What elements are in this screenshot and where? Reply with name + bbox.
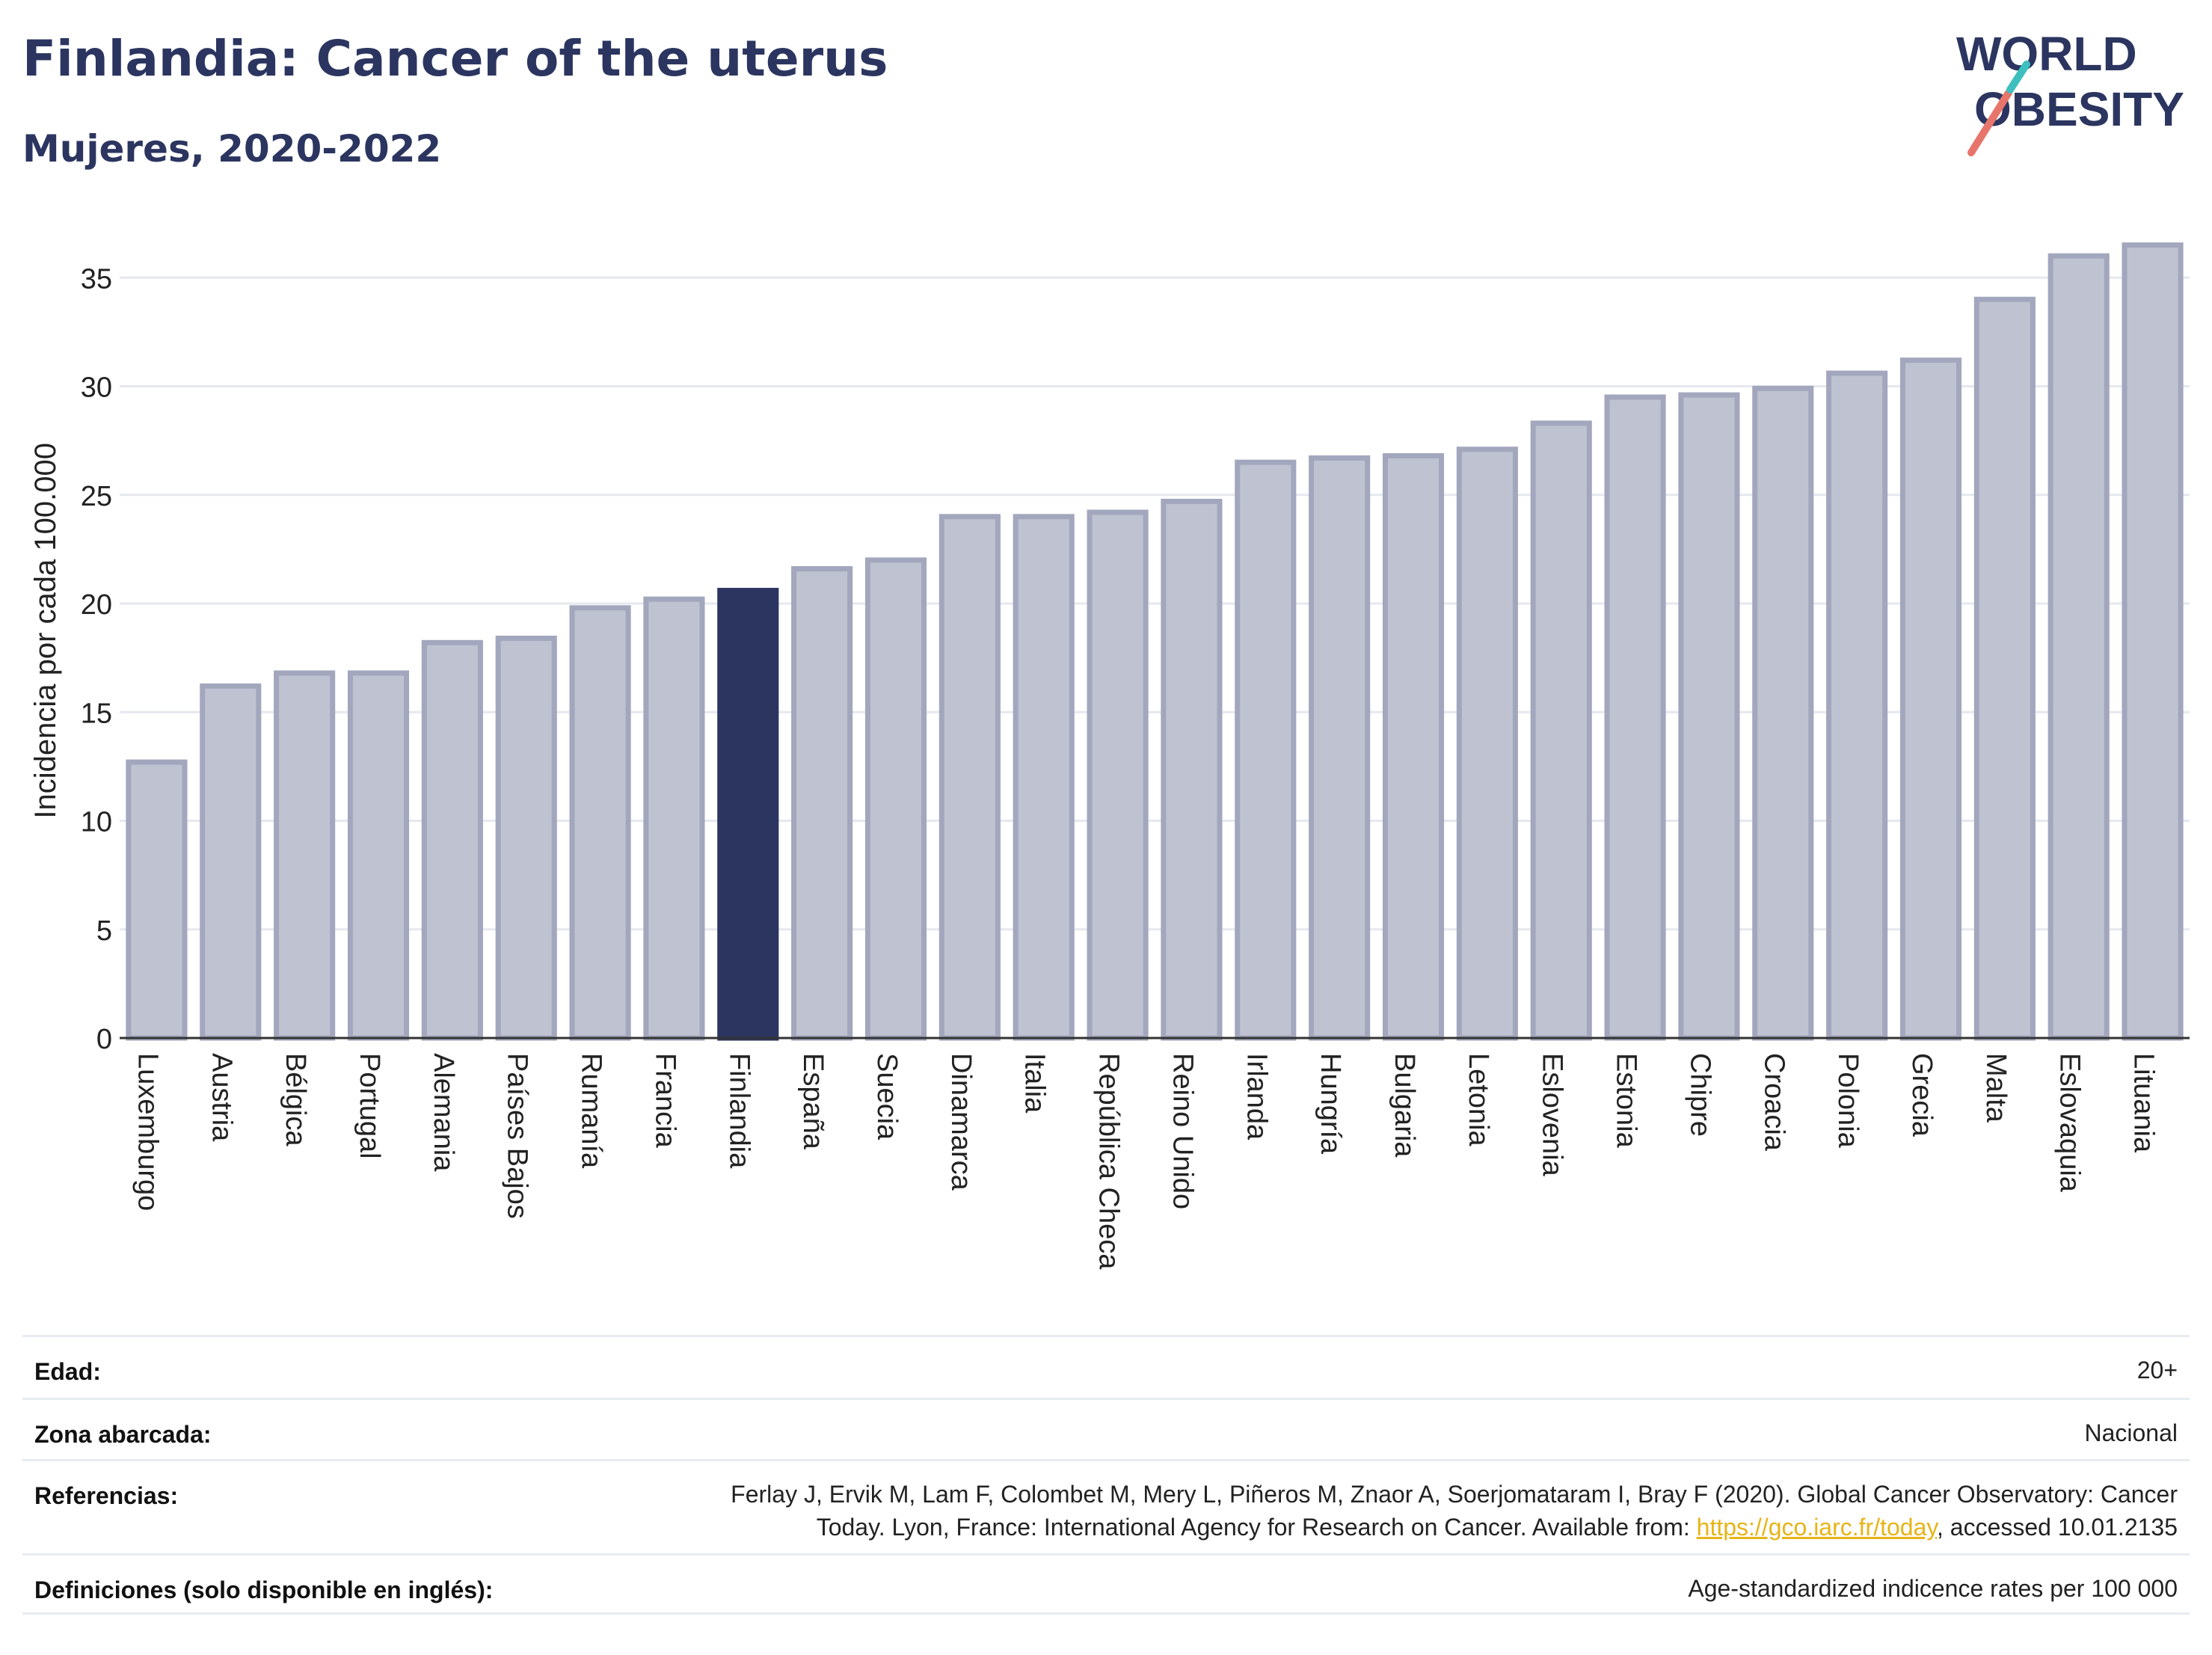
x-tick-label: Grecia [1906,1053,1938,1137]
logo-slash-coral [1967,89,2012,156]
metadata-table: Edad: 20+ Zona abarcada: Nacional Refere… [22,1335,2190,1615]
x-tick-label: Bulgaria [1389,1053,1420,1158]
x-tick-label: Polonia [1832,1053,1864,1149]
referencias-value: Ferlay J, Ervik M, Lam F, Colombet M, Me… [731,1461,2178,1544]
bar-chart: 0 5 10 15 20 25 30 35 Luxemburgo Austria Bélgica P… [29,242,2190,1270]
x-tick-label: Letonia [1463,1053,1494,1147]
x-tick-label: Chipre [1684,1053,1715,1137]
x-tick-labels: Luxemburgo Austria Bélgica Portugal Alemania… [132,1053,2159,1270]
x-tick-label: Portugal [354,1053,385,1159]
bar-eslovaquia [2047,253,2110,1041]
bar-grecia [1899,357,1962,1041]
y-tick-label: 10 [81,807,112,838]
x-tick-label: Suecia [871,1053,903,1140]
y-tick-label: 20 [81,589,112,621]
x-tick-label: Austria [206,1053,237,1142]
y-tick-label: 35 [81,263,112,295]
world-obesity-logo: WORLD OBESITY [1956,27,2184,156]
x-tick-label: Italia [1019,1053,1051,1114]
x-tick-label: Irlanda [1241,1053,1272,1140]
x-tick-label: Hungría [1315,1053,1346,1155]
meta-row-referencias: Referencias: Ferlay J, Ervik M, Lam F, C… [22,1459,2190,1553]
referencias-link[interactable]: https://gco.iarc.fr/today [1696,1514,1937,1541]
x-tick-label: Bélgica [280,1053,311,1146]
definiciones-value: Age-standardized indicence rates per 100… [1688,1575,2178,1602]
bar-italia [1013,514,1075,1041]
edad-value: 20+ [2136,1357,2178,1384]
bar-portugal [347,670,410,1041]
bar-eslovenia [1530,420,1592,1041]
logo-slash-teal [2006,61,2030,93]
zona-label: Zona abarcada: [34,1421,212,1448]
bar-reino-unido [1161,498,1223,1041]
y-tick-label: 5 [96,915,112,947]
bar-irlanda [1235,459,1297,1041]
x-tick-label: España [797,1053,829,1150]
x-tick-label: Eslovaquia [2054,1053,2086,1193]
bar-república-checa [1087,509,1149,1041]
y-tick-label: 0 [96,1024,112,1055]
zona-value: Nacional [2084,1419,2178,1446]
meta-row-zona: Zona abarcada: Nacional [22,1398,2190,1459]
x-tick-label: Finlandia [723,1053,755,1169]
x-tick-label: República Checa [1093,1053,1125,1270]
x-tick-label: Reino Unido [1167,1053,1198,1209]
referencias-line1: Ferlay J, Ervik M, Lam F, Colombet M, Me… [731,1481,2178,1508]
bar-lituania [2122,242,2184,1041]
bar-finlandia [717,588,779,1041]
x-tick-label: Estonia [1611,1053,1642,1149]
bar-países-bajos [495,635,557,1041]
x-tick-label: Alemania [428,1053,459,1172]
bar-luxemburgo [126,759,188,1041]
logo-line1: WORLD [1956,27,2137,81]
bar-austria [200,683,262,1041]
meta-row-definiciones: Definiciones (solo disponible en inglés)… [22,1553,2190,1615]
y-axis-title: Incidencia por cada 100.000 [29,443,62,819]
bar-letonia [1456,446,1518,1041]
referencias-line2-text: Today. Lyon, France: International Agenc… [816,1514,1697,1541]
referencias-label: Referencias: [34,1482,179,1509]
bar-españa [791,566,853,1041]
meta-row-edad: Edad: 20+ [22,1335,2190,1398]
x-tick-label: Eslovenia [1537,1053,1568,1177]
x-tick-label: Francia [649,1053,681,1149]
y-tick-label: 30 [81,372,112,404]
x-tick-label: Lituania [2128,1053,2160,1153]
x-tick-label: Luxemburgo [132,1053,163,1211]
bar-suecia [864,557,927,1041]
page-title: Finlandia: Cancer of the uterus [22,30,888,87]
x-tick-label: Dinamarca [945,1053,977,1191]
y-tick-labels: 0 5 10 15 20 25 30 35 [81,263,112,1055]
bar-polonia [1826,370,1888,1041]
y-tick-label: 15 [81,698,112,729]
edad-label: Edad: [34,1358,101,1385]
definiciones-label: Definiciones (solo disponible en inglés)… [34,1576,494,1603]
bar-alemania [421,639,483,1041]
bar-rumanía [569,605,631,1041]
bar-estonia [1604,394,1666,1041]
bar-malta [1973,296,2036,1041]
x-tick-label: Países Bajos [502,1053,533,1219]
bar-francia [643,596,705,1041]
bar-chipre [1678,392,1740,1041]
bar-croacia [1752,385,1814,1041]
x-tick-label: Malta [1980,1053,2012,1123]
referencias-line2: Today. Lyon, France: International Agenc… [731,1511,2178,1544]
bar-bulgaria [1382,452,1445,1041]
y-tick-label: 25 [81,481,112,512]
page-subtitle: Mujeres, 2020-2022 [22,127,442,171]
bar-hungría [1309,455,1371,1041]
bar-bélgica [274,670,336,1041]
x-tick-label: Croacia [1758,1053,1789,1152]
bars [126,242,2184,1041]
bar-dinamarca [938,514,1001,1041]
x-tick-label: Rumanía [576,1053,607,1169]
referencias-line2-end: , accessed 10.01.2135 [1936,1514,2178,1541]
